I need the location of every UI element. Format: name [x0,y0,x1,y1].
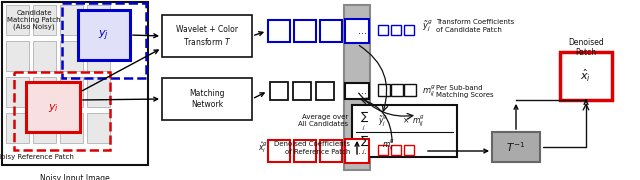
Bar [6,41,29,71]
Bar [87,77,110,107]
Bar [60,77,83,107]
Bar [6,77,29,107]
Text: Noisy Reference Patch: Noisy Reference Patch [0,154,74,160]
Bar [268,140,290,162]
Bar [60,5,83,35]
Text: Noisy Input Image: Noisy Input Image [40,174,110,180]
Text: $y_j$: $y_j$ [99,29,109,43]
Bar [404,145,414,155]
Text: $m_{ij}^g$: $m_{ij}^g$ [422,83,436,99]
Bar [391,145,401,155]
Bar [6,113,29,143]
Bar [344,5,370,170]
Bar [87,113,110,143]
Bar [352,105,457,157]
Bar [33,41,56,71]
Bar [378,84,390,96]
Text: $\sum_j$: $\sum_j$ [360,134,369,156]
Bar [26,82,80,132]
Bar [294,20,316,42]
Bar [162,78,252,120]
Text: Denoised
Patch: Denoised Patch [568,38,604,57]
Bar [492,132,540,162]
Bar [33,77,56,107]
Bar [294,140,316,162]
Text: $\sum_j$: $\sum_j$ [360,110,369,132]
Bar [391,25,401,35]
Bar [33,113,56,143]
Bar [270,82,288,100]
Text: $\hat{x}_i^g$: $\hat{x}_i^g$ [258,141,268,156]
Bar [14,72,110,150]
Bar [268,20,290,42]
Text: ...: ... [358,86,367,96]
Text: $T^{-1}$: $T^{-1}$ [506,140,525,154]
Bar [6,5,29,35]
Bar [404,25,414,35]
Bar [60,41,83,71]
Bar [78,10,130,60]
Bar [2,2,148,165]
Text: $\times$: $\times$ [402,116,410,126]
Bar [87,41,110,71]
Text: Average over
All Candidates: Average over All Candidates [298,114,348,127]
Bar [391,84,403,96]
Bar [87,5,110,35]
Text: ...: ... [358,146,367,156]
Bar [345,139,369,163]
Text: $\tilde{y}_j^g$: $\tilde{y}_j^g$ [422,18,433,34]
Bar [293,82,311,100]
Bar [33,5,56,35]
Text: Candidate
Matching Patch
(Also Noisy): Candidate Matching Patch (Also Noisy) [7,10,61,30]
Text: $y_i$: $y_i$ [47,102,58,114]
Bar [316,82,334,100]
Bar [162,15,252,57]
Text: Wavelet + Color
Transform $T$: Wavelet + Color Transform $T$ [176,25,238,47]
Text: $m_{ij}^g$: $m_{ij}^g$ [412,113,425,129]
Text: Transform Coefficients
of Candidate Patch: Transform Coefficients of Candidate Patc… [436,19,515,33]
Text: Matching
Network: Matching Network [189,89,225,109]
Bar [345,83,369,99]
Text: Per Sub-band
Matching Scores: Per Sub-band Matching Scores [436,84,493,98]
Bar [320,20,342,42]
Bar [378,25,388,35]
Bar [404,84,416,96]
Bar [62,3,146,78]
Bar [320,140,342,162]
Bar [345,19,369,43]
Bar [378,145,388,155]
Text: Denoised Coefficients
of Reference Patch: Denoised Coefficients of Reference Patch [274,141,350,154]
Bar [60,113,83,143]
Bar [560,52,612,100]
Text: ...: ... [358,26,367,36]
Text: $\hat{x}_i$: $\hat{x}_i$ [580,68,591,84]
Text: $\tilde{y}_j^g$: $\tilde{y}_j^g$ [378,113,388,129]
Text: $m_{ij}^g$: $m_{ij}^g$ [382,137,395,153]
